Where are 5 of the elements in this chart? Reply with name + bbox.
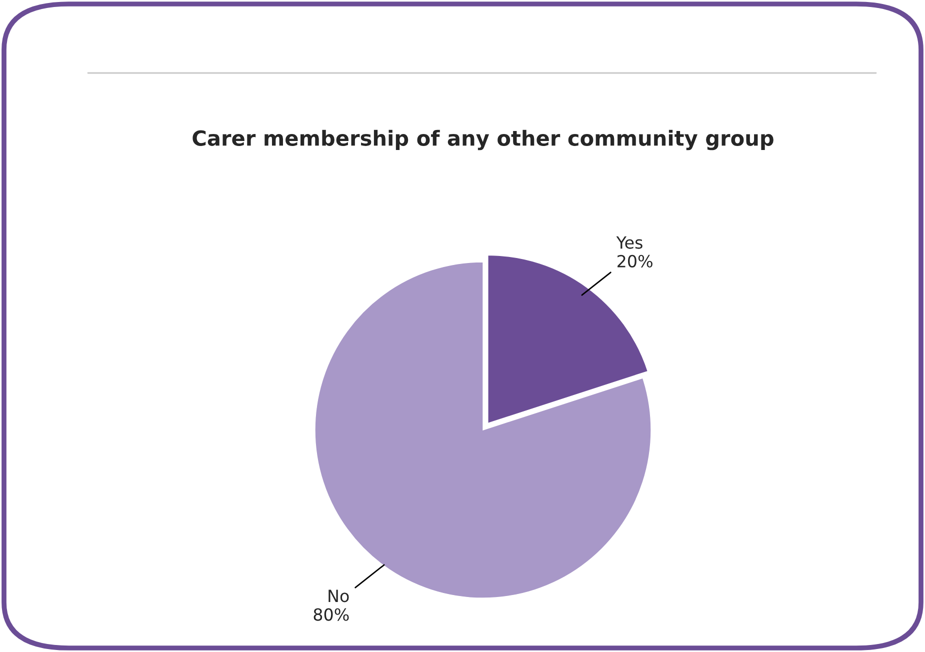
slice-label: No bbox=[328, 590, 349, 602]
data-label: 20% bbox=[618, 254, 652, 268]
chart-title: Carer membership of any other community group bbox=[192, 130, 774, 150]
data-label: 80% bbox=[314, 608, 349, 621]
slice-label: Yes bbox=[616, 236, 642, 249]
